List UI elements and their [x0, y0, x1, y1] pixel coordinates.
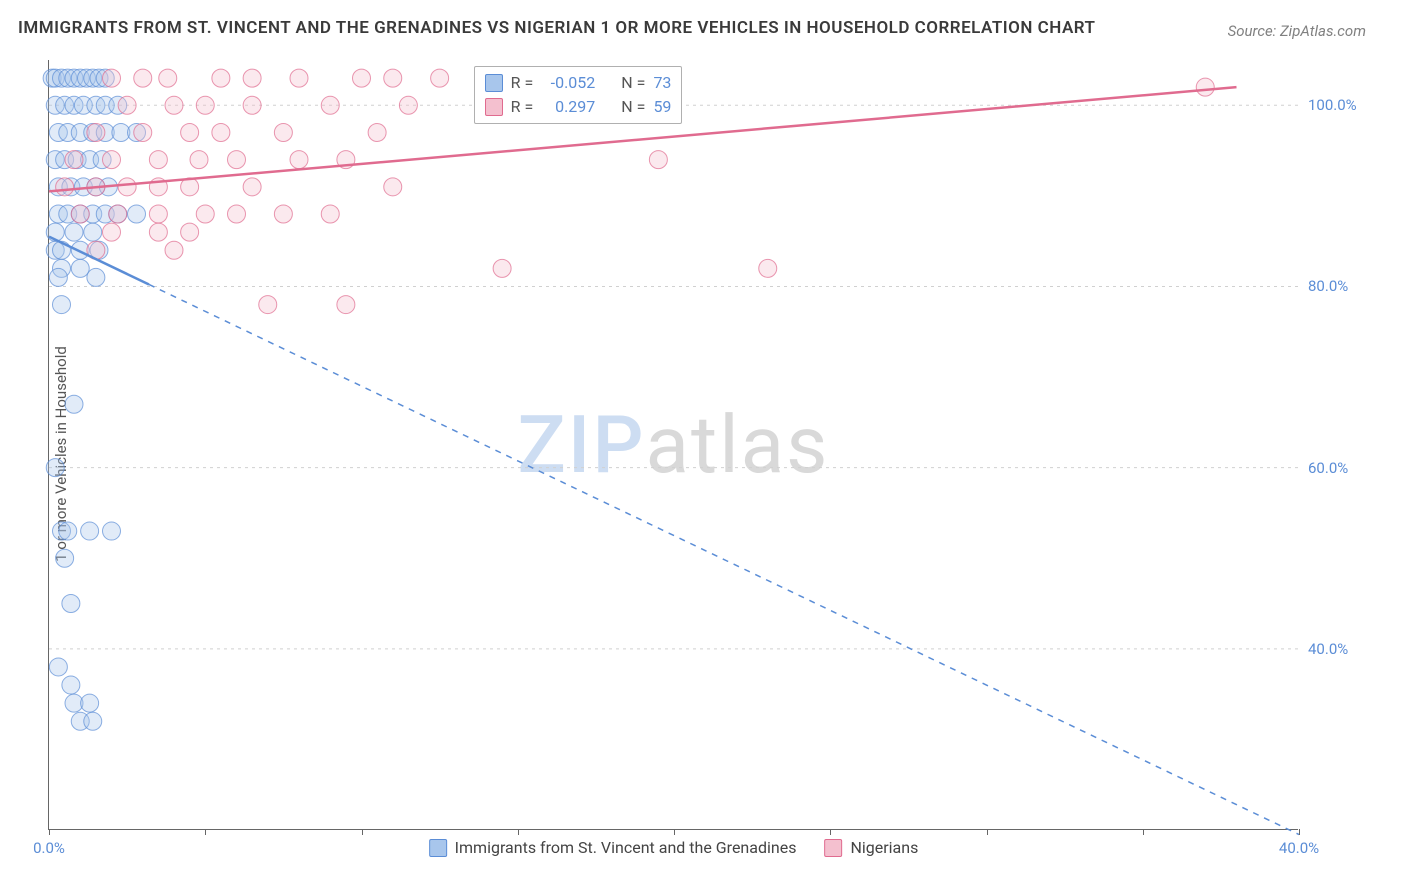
data-point	[1196, 78, 1214, 96]
legend-n-value: 73	[653, 71, 671, 95]
data-point	[149, 223, 167, 241]
legend-swatch	[485, 98, 503, 116]
data-point	[384, 69, 402, 87]
data-point	[190, 151, 208, 169]
legend-row: R = 0.297 N = 59	[485, 95, 672, 119]
data-point	[212, 123, 230, 141]
data-point	[71, 259, 89, 277]
x-tick-label: 0.0%	[33, 839, 65, 857]
data-point	[62, 676, 80, 694]
data-point	[196, 96, 214, 114]
data-point	[59, 522, 77, 540]
data-point	[212, 69, 230, 87]
legend-swatch	[485, 74, 503, 92]
legend-n-prefix: N =	[621, 71, 645, 95]
data-point	[134, 69, 152, 87]
data-point	[128, 205, 146, 223]
data-point	[103, 522, 121, 540]
data-point	[274, 205, 292, 223]
data-point	[165, 96, 183, 114]
data-point	[103, 69, 121, 87]
data-point	[65, 223, 83, 241]
data-point	[87, 123, 105, 141]
data-point	[149, 205, 167, 223]
legend-r-value: -0.052	[541, 71, 595, 95]
data-point	[228, 205, 246, 223]
y-tick-label: 40.0%	[1308, 640, 1368, 658]
data-point	[243, 96, 261, 114]
legend-r-value: 0.297	[541, 95, 595, 119]
data-point	[56, 178, 74, 196]
y-tick-label: 60.0%	[1308, 459, 1368, 477]
data-point	[134, 123, 152, 141]
data-point	[84, 712, 102, 730]
data-point	[62, 595, 80, 613]
correlation-legend: R = -0.052 N = 73 R = 0.297 N = 59	[474, 66, 683, 124]
data-point	[53, 296, 71, 314]
data-point	[431, 69, 449, 87]
plot-area: 1 or more Vehicles in Household ZIPatlas…	[48, 60, 1298, 830]
data-point	[49, 268, 67, 286]
data-point	[71, 205, 89, 223]
data-point	[228, 151, 246, 169]
data-point	[181, 123, 199, 141]
data-point	[165, 241, 183, 259]
data-point	[649, 151, 667, 169]
data-point	[243, 178, 261, 196]
data-point	[65, 151, 83, 169]
data-point	[109, 205, 127, 223]
legend-label: Nigerians	[850, 838, 918, 857]
data-point	[103, 223, 121, 241]
data-point	[259, 296, 277, 314]
legend-item: Nigerians	[824, 838, 918, 857]
legend-n-value: 59	[653, 95, 671, 119]
legend-item: Immigrants from St. Vincent and the Gren…	[429, 838, 797, 857]
data-point	[274, 123, 292, 141]
legend-swatch	[429, 839, 447, 857]
data-point	[759, 259, 777, 277]
data-point	[321, 96, 339, 114]
data-point	[290, 151, 308, 169]
y-tick-label: 100.0%	[1308, 96, 1368, 114]
data-point	[56, 549, 74, 567]
x-tick-label: 40.0%	[1279, 839, 1319, 857]
data-point	[181, 223, 199, 241]
data-point	[290, 69, 308, 87]
data-point	[65, 395, 83, 413]
data-point	[87, 268, 105, 286]
legend-r-prefix: R =	[511, 95, 534, 119]
data-point	[118, 178, 136, 196]
data-point	[243, 69, 261, 87]
data-point	[149, 151, 167, 169]
data-point	[159, 69, 177, 87]
source-label: Source: ZipAtlas.com	[1228, 22, 1366, 40]
data-point	[103, 151, 121, 169]
data-point	[118, 96, 136, 114]
series-legend: Immigrants from St. Vincent and the Gren…	[429, 838, 919, 857]
data-point	[384, 178, 402, 196]
data-point	[337, 296, 355, 314]
legend-swatch	[824, 839, 842, 857]
legend-r-prefix: R =	[511, 71, 534, 95]
data-point	[321, 205, 339, 223]
data-point	[493, 259, 511, 277]
data-point	[368, 123, 386, 141]
data-point	[49, 658, 67, 676]
data-point	[81, 522, 99, 540]
y-tick-label: 80.0%	[1308, 277, 1368, 295]
legend-row: R = -0.052 N = 73	[485, 71, 672, 95]
data-point	[196, 205, 214, 223]
chart-svg	[49, 60, 1298, 829]
data-point	[46, 459, 64, 477]
legend-label: Immigrants from St. Vincent and the Gren…	[455, 838, 797, 857]
data-point	[399, 96, 417, 114]
data-point	[353, 69, 371, 87]
data-point	[81, 694, 99, 712]
legend-n-prefix: N =	[621, 95, 645, 119]
data-point	[84, 223, 102, 241]
chart-title: IMMIGRANTS FROM ST. VINCENT AND THE GREN…	[18, 18, 1096, 38]
